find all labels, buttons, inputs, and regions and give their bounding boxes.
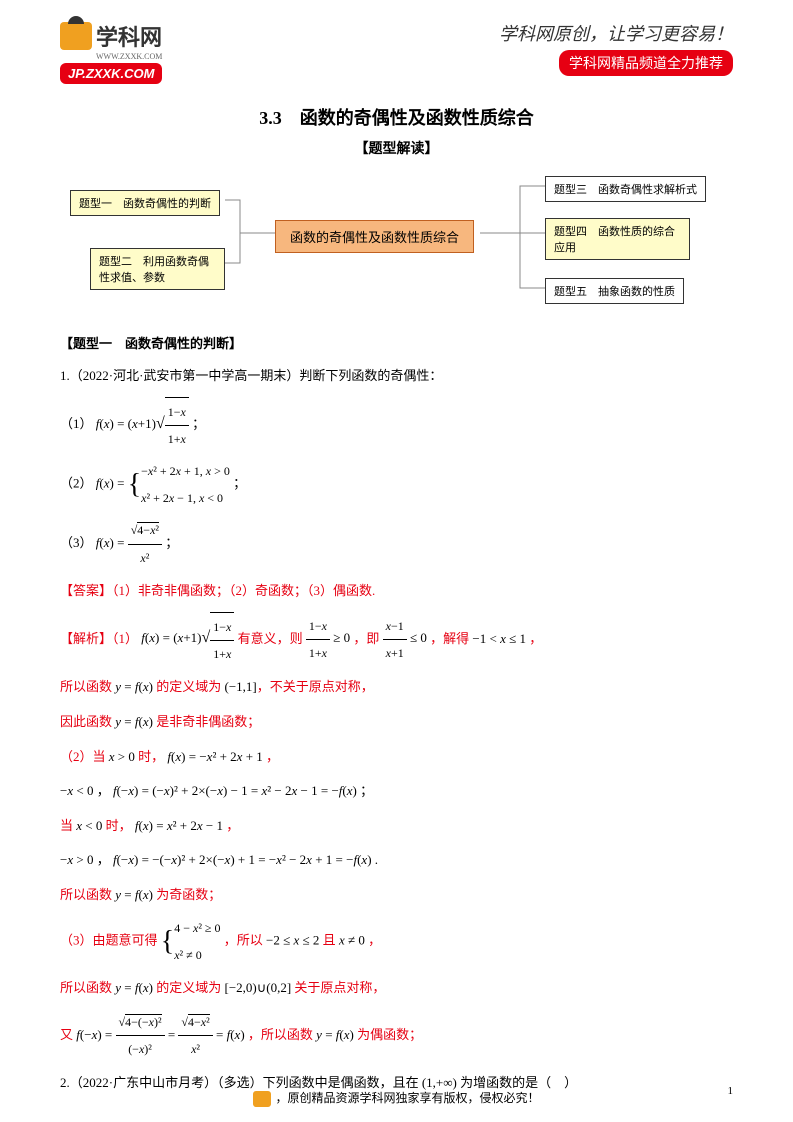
jp-badge: JP.ZXXK.COM: [60, 63, 162, 84]
analysis-9: （3）由题意可得 {4 − x² ≥ 0x² ≠ 0 ，所以 −2 ≤ x ≤ …: [60, 915, 733, 968]
footer-logo-icon: [253, 1091, 271, 1107]
page-number: 1: [728, 1085, 734, 1097]
diagram-box-right3: 题型五 抽象函数的性质: [545, 278, 684, 304]
page-header: 学科网 WWW.ZXXK.COM JP.ZXXK.COM 学科网原创，让学习更容…: [60, 20, 733, 84]
logo-text: 学科网: [96, 20, 162, 52]
analysis-2: 所以函数 y = f(x) 的定义域为 (−1,1]，不关于原点对称，: [60, 673, 733, 702]
footer-text: ，原创精品资源学科网独家享有版权，侵权必究！: [275, 1091, 539, 1105]
red-banner: 学科网精品频道全力推荐: [559, 50, 733, 76]
concept-diagram: 题型一 函数奇偶性的判断 题型二 利用函数奇偶性求值、参数 函数的奇偶性及函数性…: [60, 168, 733, 318]
answer-text: （1）非奇非偶函数；（2）奇函数；（3）偶函数.: [112, 583, 375, 598]
page-footer: ，原创精品资源学科网独家享有版权，侵权必究！: [0, 1089, 793, 1107]
analysis-label: 【解析】: [60, 630, 112, 645]
diagram-box-center: 函数的奇偶性及函数性质综合: [275, 220, 474, 253]
analysis-5: −x < 0 ， f(−x) = (−x)² + 2×(−x) − 1 = x²…: [60, 777, 733, 806]
slogan: 学科网原创，让学习更容易！: [499, 20, 733, 46]
analysis-10: 所以函数 y = f(x) 的定义域为 [−2,0)∪(0,2] 关于原点对称，: [60, 974, 733, 1003]
q1-part1: （1） f(x) = (x+1)√1−x1+x ；: [60, 397, 733, 453]
q1-part2: （2） f(x) = {−x² + 2x + 1, x > 0x² + 2x −…: [60, 458, 733, 511]
diagram-box-left1: 题型一 函数奇偶性的判断: [70, 190, 220, 216]
main-title: 3.3 函数的奇偶性及函数性质综合: [60, 104, 733, 130]
section-1-title: 【题型一 函数奇偶性的判断】: [60, 333, 733, 352]
analysis-11: 又 f(−x) = √4−(−x)²(−x)² = √4−x²x² = f(x)…: [60, 1009, 733, 1063]
diagram-box-left2: 题型二 利用函数奇偶性求值、参数: [90, 248, 225, 290]
body-content: 1.（2022·河北·武安市第一中学高一期末）判断下列函数的奇偶性： （1） f…: [60, 362, 733, 1097]
analysis-8: 所以函数 y = f(x) 为奇函数；: [60, 881, 733, 910]
analysis-1: 【解析】（1） f(x) = (x+1)√1−x1+x 有意义，则 1−x1+x…: [60, 612, 733, 668]
answer-line: 【答案】（1）非奇非偶函数；（2）奇函数；（3）偶函数.: [60, 577, 733, 606]
graduation-cap-icon: [60, 22, 92, 50]
analysis-6: 当 x < 0 时， f(x) = x² + 2x − 1 ，: [60, 812, 733, 841]
logo-url: WWW.ZXXK.COM: [96, 52, 162, 61]
answer-label: 【答案】: [60, 583, 112, 598]
diagram-box-right2: 题型四 函数性质的综合应用: [545, 218, 690, 260]
q1-part3: （3） f(x) = √4−x²x² ；: [60, 517, 733, 571]
analysis-3: 因此函数 y = f(x) 是非奇非偶函数；: [60, 708, 733, 737]
logo-block: 学科网 WWW.ZXXK.COM JP.ZXXK.COM: [60, 20, 162, 84]
q1-intro: 1.（2022·河北·武安市第一中学高一期末）判断下列函数的奇偶性：: [60, 362, 733, 391]
header-right: 学科网原创，让学习更容易！ 学科网精品频道全力推荐: [499, 20, 733, 76]
analysis-7: −x > 0 ， f(−x) = −(−x)² + 2×(−x) + 1 = −…: [60, 846, 733, 875]
diagram-box-right1: 题型三 函数奇偶性求解析式: [545, 176, 706, 202]
logo-top: 学科网: [60, 20, 162, 52]
subtitle: 【题型解读】: [60, 138, 733, 158]
analysis-4: （2）当 x > 0 时， f(x) = −x² + 2x + 1 ，: [60, 743, 733, 772]
